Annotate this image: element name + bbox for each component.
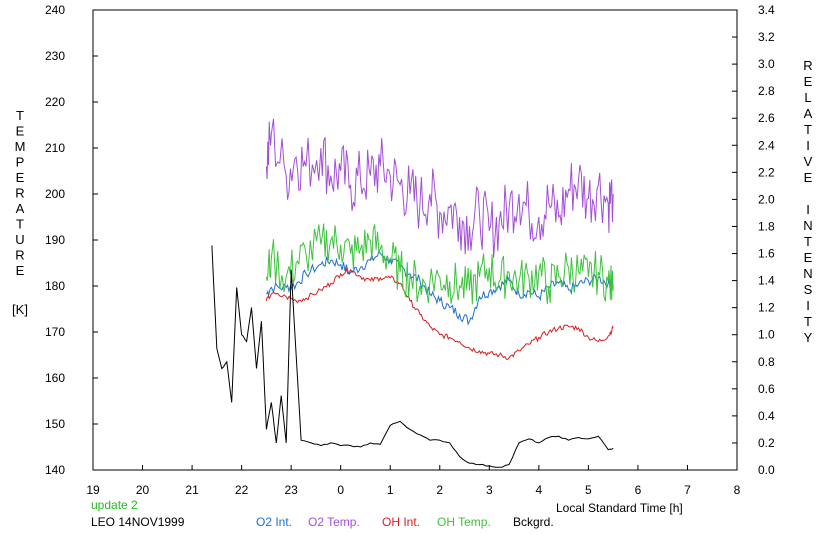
left-tick-label: 170 xyxy=(45,325,65,339)
x-tick-label: 2 xyxy=(436,483,443,497)
right-tick-label: 0.4 xyxy=(758,409,775,423)
right-title-letter: L xyxy=(804,90,811,105)
x-axis-ticks: 19 20 21 22 23 0 1 2 3 4 5 6 7 8 xyxy=(86,465,741,497)
x-tick-label: 7 xyxy=(684,483,691,497)
right-title-letter: E xyxy=(804,250,813,265)
left-title-letter: T xyxy=(16,217,24,232)
right-tick-label: 3.2 xyxy=(758,30,775,44)
series-line-oh-temp xyxy=(265,223,614,305)
legend-entry-oh-int: OH Int. xyxy=(382,515,420,529)
right-title-letter: R xyxy=(803,58,812,73)
right-tick-label: 1.8 xyxy=(758,219,775,233)
right-tick-label: 2.2 xyxy=(758,165,775,179)
left-title-letter: E xyxy=(16,170,25,185)
x-tick-label: 3 xyxy=(486,483,493,497)
series-line-bckgrd xyxy=(211,245,614,468)
right-tick-label: 1.4 xyxy=(758,274,775,288)
right-title-letter: E xyxy=(804,170,813,185)
right-tick-label: 0.0 xyxy=(758,463,775,477)
right-title-letter: Y xyxy=(804,330,813,345)
x-tick-label: 6 xyxy=(635,483,642,497)
station-date-label: LEO 14NOV1999 xyxy=(91,515,185,529)
left-tick-label: 160 xyxy=(45,371,65,385)
series-line-oh-int xyxy=(265,267,614,360)
right-tick-label: 2.4 xyxy=(758,138,775,152)
left-tick-label: 240 xyxy=(45,3,65,17)
legend-entry-bckgrd: Bckgrd. xyxy=(513,515,554,529)
x-tick-label: 0 xyxy=(337,483,344,497)
legend-entry-o2-temp: O2 Temp. xyxy=(308,515,360,529)
left-tick-label: 140 xyxy=(45,463,65,477)
left-tick-label: 230 xyxy=(45,49,65,63)
right-tick-label: 1.2 xyxy=(758,301,775,315)
right-title-letter: T xyxy=(804,122,812,137)
update-label: update 2 xyxy=(91,498,138,512)
right-tick-label: 3.4 xyxy=(758,3,775,17)
right-title-letter: V xyxy=(804,154,813,169)
right-tick-label: 1.6 xyxy=(758,247,775,261)
right-tick-label: 0.6 xyxy=(758,382,775,396)
left-tick-label: 150 xyxy=(45,417,65,431)
x-tick-label: 5 xyxy=(585,483,592,497)
series-lines xyxy=(211,118,614,468)
plot-area xyxy=(92,9,738,471)
left-tick-label: 200 xyxy=(45,187,65,201)
left-title-letter: M xyxy=(15,139,26,154)
right-title-letter: I xyxy=(806,202,810,217)
left-tick-label: 220 xyxy=(45,95,65,109)
right-tick-label: 2.0 xyxy=(758,192,775,206)
x-tick-label: 22 xyxy=(235,483,249,497)
right-title-letter: I xyxy=(806,298,810,313)
left-title-letter: R xyxy=(15,186,24,201)
right-title-letter: S xyxy=(804,282,813,297)
x-tick-label: 20 xyxy=(136,483,150,497)
left-title-letter: T xyxy=(16,108,24,123)
legend: O2 Int. O2 Temp. OH Int. OH Temp. Bckgrd. xyxy=(256,515,554,529)
right-tick-label: 2.6 xyxy=(758,111,775,125)
right-title-letter: T xyxy=(804,234,812,249)
left-tick-label: 190 xyxy=(45,233,65,247)
x-tick-label: 8 xyxy=(734,483,741,497)
x-tick-label: 21 xyxy=(185,483,199,497)
left-title-letter: P xyxy=(16,155,25,170)
right-tick-label: 0.2 xyxy=(758,436,775,450)
right-title-letter: T xyxy=(804,314,812,329)
series-line-o2-temp xyxy=(265,118,614,258)
left-axis-ticks: 140 150 160 170 180 190 200 210 220 230 240 xyxy=(45,3,98,477)
left-tick-label: 180 xyxy=(45,279,65,293)
left-tick-label: 210 xyxy=(45,141,65,155)
right-tick-label: 2.8 xyxy=(758,84,775,98)
x-tick-label: 4 xyxy=(536,483,543,497)
right-tick-label: 1.0 xyxy=(758,328,775,342)
left-title-letter: U xyxy=(15,232,24,247)
left-title-letter: R xyxy=(15,248,24,263)
right-axis-ticks: 0.0 0.2 0.4 0.6 0.8 1.0 1.2 1.4 1.6 1.8 2.0 2.2 2.4 2… xyxy=(732,3,775,477)
x-tick-label: 1 xyxy=(387,483,394,497)
x-axis-label: Local Standard Time [h] xyxy=(556,501,683,515)
right-title-letter: N xyxy=(803,218,812,233)
left-axis-unit: [K] xyxy=(12,302,28,317)
x-tick-label: 23 xyxy=(284,483,298,497)
right-title-letter: I xyxy=(806,138,810,153)
left-title-letter: A xyxy=(16,201,25,216)
left-title-letter: E xyxy=(16,124,25,139)
right-title-letter: A xyxy=(804,106,813,121)
legend-entry-oh-temp: OH Temp. xyxy=(437,515,491,529)
right-tick-label: 0.8 xyxy=(758,355,775,369)
x-tick-label: 19 xyxy=(86,483,100,497)
legend-entry-o2-int: O2 Int. xyxy=(256,515,292,529)
right-tick-label: 3.0 xyxy=(758,57,775,71)
right-title-letter: N xyxy=(803,266,812,281)
left-title-letter: E xyxy=(16,263,25,278)
right-title-letter: E xyxy=(804,74,813,89)
